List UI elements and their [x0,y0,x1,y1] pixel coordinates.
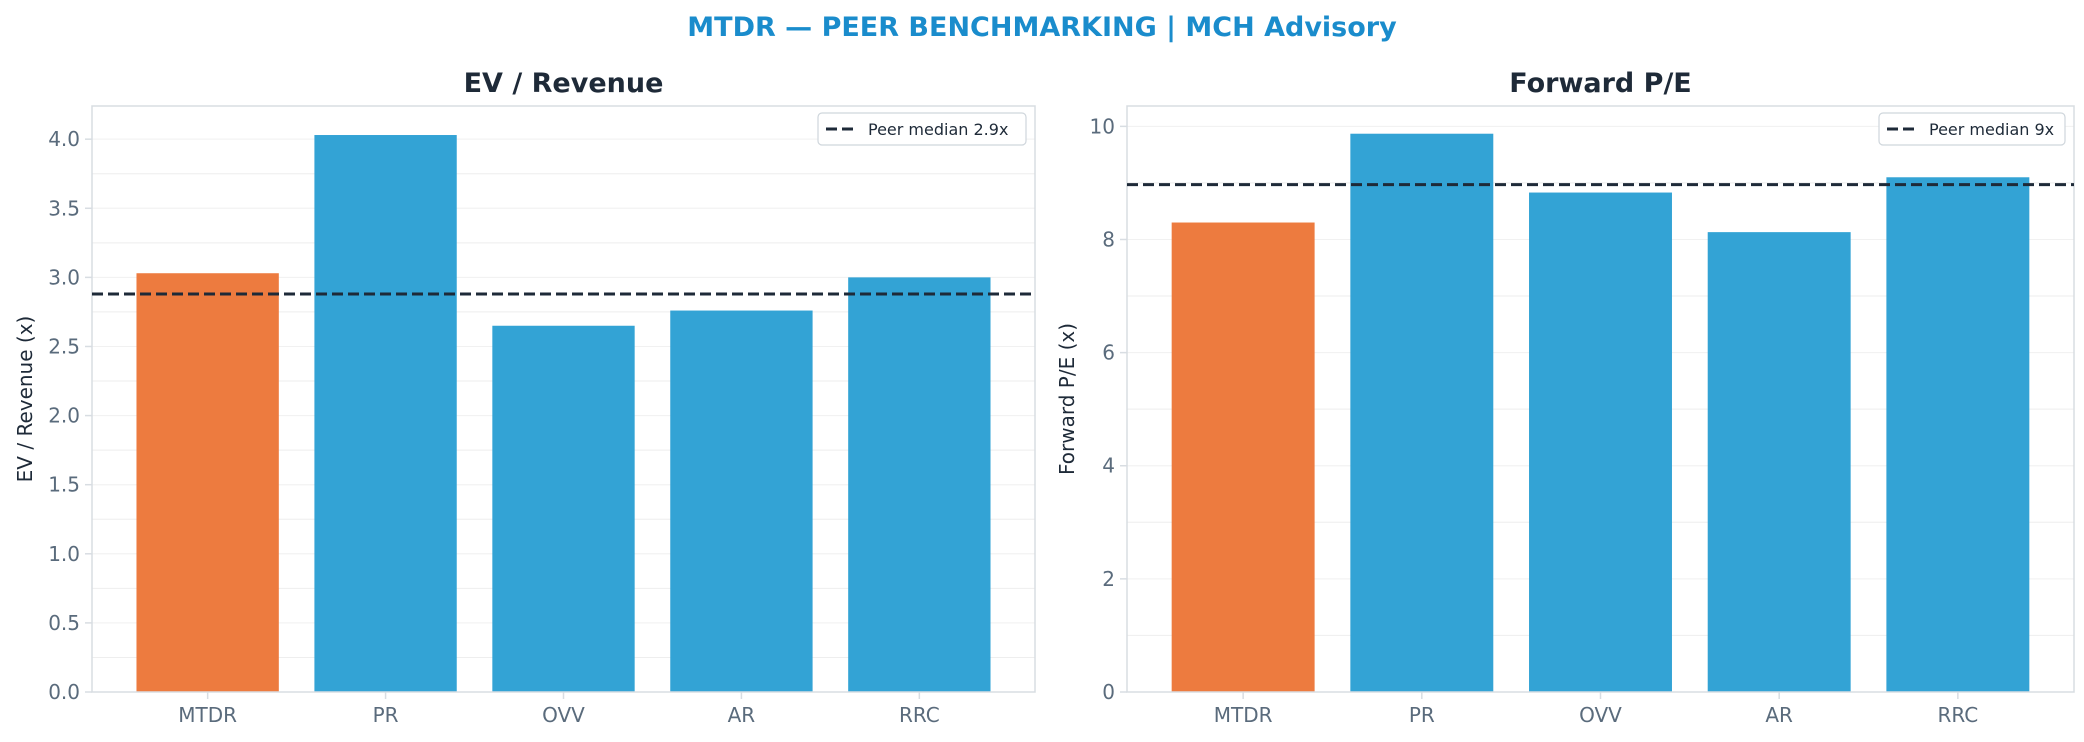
ev-revenue-y-tick-label: 1.5 [48,473,80,497]
forward-pe-bar-rrc [1886,177,2030,692]
forward-pe-bars [1171,133,2030,693]
ev-revenue-y-tick-label: 0.5 [48,611,80,635]
ev-revenue-y-axis-label: EV / Revenue (x) [13,316,37,483]
ev-revenue-x-tick-label: MTDR [178,703,237,727]
ev-revenue-y-tick-label: 4.0 [48,127,80,151]
ev-revenue-x-ticks: MTDR PR OVV AR RRC [178,692,940,727]
figure-title: MTDR — PEER BENCHMARKING | MCH Advisory [687,12,1397,43]
forward-pe-x-tick-label: MTDR [1214,703,1273,727]
forward-pe-x-tick-label: PR [1409,703,1435,727]
forward-pe-legend: Peer median 9x [1878,112,2066,146]
forward-pe-x-ticks: MTDR PR OVV AR RRC [1214,692,1978,727]
forward-pe-y-tick-label: 2 [1102,567,1115,591]
ev-revenue-legend-box [817,112,1027,146]
ev-revenue-legend: Peer median 2.9x [817,112,1027,146]
forward-pe-y-tick-label: 0 [1102,680,1115,704]
ev-revenue-y-tick-label: 3.5 [48,196,80,220]
ev-revenue-y-tick-label: 2.5 [48,334,80,358]
forward-pe-y-ticks: 0 2 4 6 8 10 [1090,114,1127,704]
ev-revenue-bar-rrc [848,277,991,692]
forward-pe-panel: 0 2 4 6 8 10 MTDR PR OVV AR RRC Forward P/E Forward … [1055,68,2075,727]
ev-revenue-x-tick-label: RRC [899,703,940,727]
forward-pe-title: Forward P/E [1509,68,1692,99]
ev-revenue-panel: 0.0 0.5 1.0 1.5 2.0 2.5 3.0 3.5 4.0 MTDR PR OVV AR RR… [13,68,1036,727]
ev-revenue-x-tick-label: AR [728,703,756,727]
ev-revenue-bars [136,135,991,693]
forward-pe-y-axis-label: Forward P/E (x) [1055,323,1079,475]
forward-pe-bar-mtdr [1171,222,1315,692]
forward-pe-x-tick-label: RRC [1937,703,1978,727]
forward-pe-bar-ovv [1529,192,1672,692]
forward-pe-y-tick-label: 10 [1090,114,1115,138]
forward-pe-legend-label: Peer median 9x [1929,120,2054,139]
forward-pe-legend-box [1878,112,2066,146]
ev-revenue-bar-ovv [492,325,635,692]
forward-pe-x-tick-label: AR [1765,703,1793,727]
ev-revenue-y-tick-label: 3.0 [48,265,80,289]
ev-revenue-bar-mtdr [136,273,279,692]
forward-pe-bar-ar [1707,232,1851,692]
forward-pe-y-tick-label: 4 [1102,454,1115,478]
forward-pe-y-tick-label: 6 [1102,341,1115,365]
ev-revenue-y-tick-label: 2.0 [48,404,80,428]
ev-revenue-title: EV / Revenue [464,68,664,99]
ev-revenue-bar-ar [670,310,813,692]
ev-revenue-x-tick-label: OVV [542,703,585,727]
forward-pe-bar-pr [1350,133,1494,693]
ev-revenue-bar-pr [314,135,457,693]
ev-revenue-legend-label: Peer median 2.9x [868,120,1008,139]
ev-revenue-x-tick-label: PR [373,703,399,727]
ev-revenue-y-tick-label: 1.0 [48,542,80,566]
ev-revenue-y-ticks: 0.0 0.5 1.0 1.5 2.0 2.5 3.0 3.5 4.0 [48,127,92,704]
forward-pe-y-tick-label: 8 [1102,227,1115,251]
ev-revenue-y-tick-label: 0.0 [48,680,80,704]
forward-pe-x-tick-label: OVV [1579,703,1622,727]
